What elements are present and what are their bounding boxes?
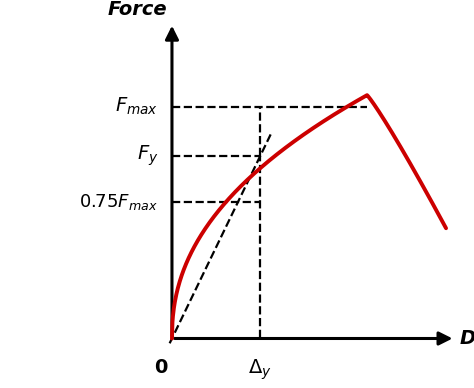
Text: $\Delta_y$: $\Delta_y$ <box>248 357 272 382</box>
Text: Displacement: Displacement <box>460 329 474 348</box>
Text: 0: 0 <box>154 357 167 376</box>
Text: $F_{max}$: $F_{max}$ <box>115 96 158 117</box>
Text: $F_y$: $F_y$ <box>137 144 158 168</box>
Text: $0.75F_{max}$: $0.75F_{max}$ <box>80 192 158 211</box>
Text: Force: Force <box>108 0 167 19</box>
